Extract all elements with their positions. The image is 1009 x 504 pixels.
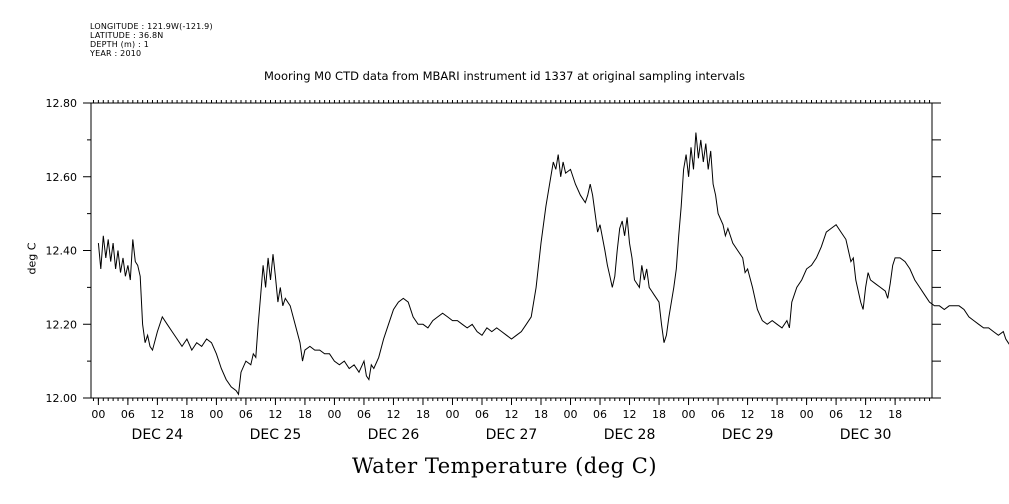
y-tick-label: 12.40 [46, 245, 78, 258]
x-day-label: DEC 29 [722, 427, 774, 443]
x-tick-label: 00 [800, 408, 814, 421]
metadata-block: LONGITUDE : 121.9W(-121.9) LATITUDE : 36… [90, 22, 213, 58]
plot-frame [90, 102, 933, 399]
x-tick-label: 12 [623, 408, 637, 421]
x-tick-label: 18 [888, 408, 902, 421]
x-day-label: DEC 25 [250, 427, 302, 443]
x-day-label: DEC 24 [132, 427, 184, 443]
x-tick-label: 12 [386, 408, 400, 421]
y-tick-label: 12.80 [46, 97, 78, 110]
longitude-label: LONGITUDE : 121.9W(-121.9) [90, 22, 213, 31]
x-tick-label: 00 [209, 408, 223, 421]
x-tick-label: 00 [445, 408, 459, 421]
x-tick-label: 18 [652, 408, 666, 421]
x-day-label: DEC 26 [368, 427, 420, 443]
temperature-series-line [97, 132, 1009, 396]
x-tick-label: 18 [534, 408, 548, 421]
x-tick-label: 06 [711, 408, 725, 421]
y-tick-label: 12.00 [46, 392, 78, 405]
x-tick-label: 00 [564, 408, 578, 421]
x-tick-label: 00 [327, 408, 341, 421]
x-tick-label: 06 [357, 408, 371, 421]
chart-title: Mooring M0 CTD data from MBARI instrumen… [264, 69, 745, 83]
x-tick-label: 00 [682, 408, 696, 421]
x-tick-label: 12 [505, 408, 519, 421]
x-tick-label: 18 [298, 408, 312, 421]
x-tick-label: 06 [475, 408, 489, 421]
x-day-label: DEC 30 [840, 427, 892, 443]
x-day-label: DEC 27 [486, 427, 538, 443]
x-day-label: DEC 28 [604, 427, 656, 443]
x-tick-label: 12 [150, 408, 164, 421]
y-tick-label: 12.20 [46, 318, 78, 331]
x-tick-label: 00 [91, 408, 105, 421]
x-tick-label: 18 [416, 408, 430, 421]
x-tick-label: 12 [268, 408, 282, 421]
x-tick-label: 06 [593, 408, 607, 421]
depth-label: DEPTH (m) : 1 [90, 40, 149, 49]
x-tick-label: 18 [180, 408, 194, 421]
year-label: YEAR : 2010 [90, 49, 142, 58]
x-tick-label: 12 [741, 408, 755, 421]
latitude-label: LATITUDE : 36.8N [90, 31, 164, 40]
x-ticks: 00 06 12 18 00 06 12 18 00 06 12 18 00 06 12 18 00 06 12 18… [91, 100, 931, 443]
x-axis-label: Water Temperature (deg C) [351, 454, 658, 478]
x-tick-label: 06 [829, 408, 843, 421]
x-tick-label: 06 [121, 408, 135, 421]
x-tick-label: 12 [859, 408, 873, 421]
y-ticks: 12.00 12.20 12.40 12.60 12.80 [46, 97, 941, 405]
chart-axes [90, 102, 933, 399]
x-tick-label: 06 [239, 408, 253, 421]
x-tick-label: 18 [770, 408, 784, 421]
y-tick-label: 12.60 [46, 171, 78, 184]
